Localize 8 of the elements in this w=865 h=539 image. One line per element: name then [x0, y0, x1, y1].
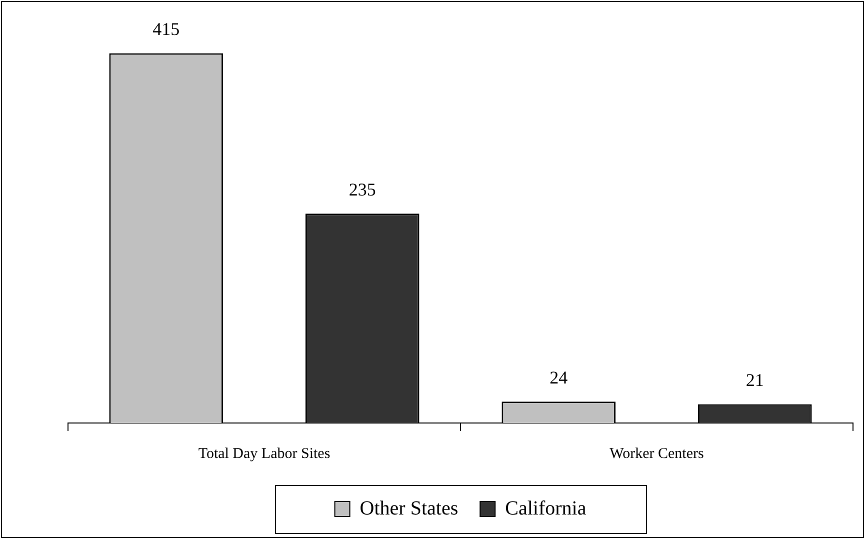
- data-label: 24: [550, 367, 568, 388]
- data-label: 415: [152, 18, 180, 39]
- data-label: 235: [348, 179, 376, 200]
- x-tick-label: Total Day Labor Sites: [198, 446, 330, 462]
- legend-label: California: [505, 497, 586, 520]
- data-label: 21: [746, 370, 764, 390]
- x-tick-label: Worker Centers: [610, 446, 704, 462]
- legend-label: Other States: [360, 497, 458, 520]
